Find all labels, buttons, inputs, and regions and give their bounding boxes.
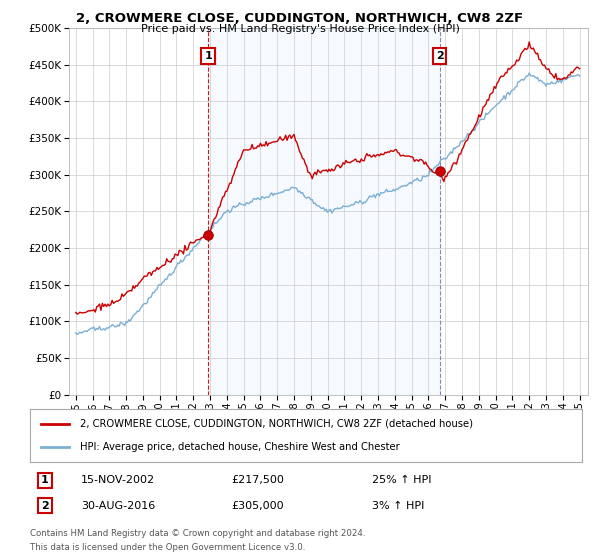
- Text: 1: 1: [41, 475, 49, 486]
- Text: 2: 2: [41, 501, 49, 511]
- Text: 30-AUG-2016: 30-AUG-2016: [81, 501, 155, 511]
- Text: HPI: Average price, detached house, Cheshire West and Chester: HPI: Average price, detached house, Ches…: [80, 442, 400, 452]
- Text: Contains HM Land Registry data © Crown copyright and database right 2024.: Contains HM Land Registry data © Crown c…: [30, 529, 365, 538]
- Text: 2, CROWMERE CLOSE, CUDDINGTON, NORTHWICH, CW8 2ZF (detached house): 2, CROWMERE CLOSE, CUDDINGTON, NORTHWICH…: [80, 419, 473, 429]
- Text: This data is licensed under the Open Government Licence v3.0.: This data is licensed under the Open Gov…: [30, 543, 305, 552]
- Bar: [208, 28, 440, 395]
- Text: 2: 2: [436, 51, 443, 61]
- Text: Price paid vs. HM Land Registry's House Price Index (HPI): Price paid vs. HM Land Registry's House …: [140, 24, 460, 34]
- Text: £217,500: £217,500: [231, 475, 284, 486]
- Text: 1: 1: [204, 51, 212, 61]
- Text: £305,000: £305,000: [231, 501, 284, 511]
- Text: 15-NOV-2002: 15-NOV-2002: [81, 475, 155, 486]
- Text: 25% ↑ HPI: 25% ↑ HPI: [372, 475, 431, 486]
- Text: 2, CROWMERE CLOSE, CUDDINGTON, NORTHWICH, CW8 2ZF: 2, CROWMERE CLOSE, CUDDINGTON, NORTHWICH…: [76, 12, 524, 25]
- Text: 3% ↑ HPI: 3% ↑ HPI: [372, 501, 424, 511]
